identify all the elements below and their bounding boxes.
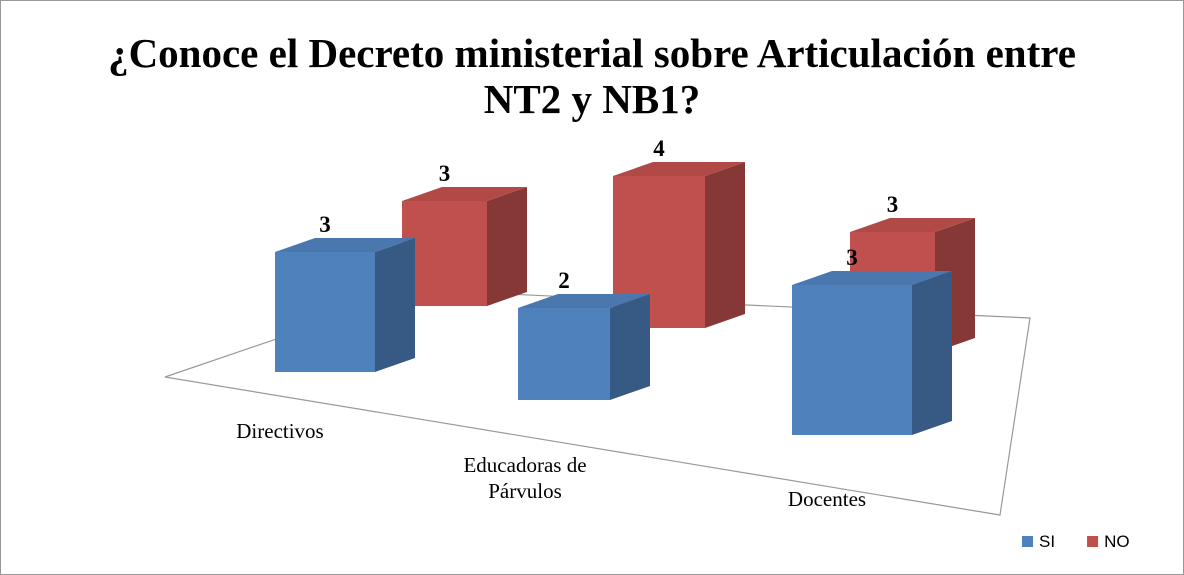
category-label: Docentes: [787, 487, 867, 511]
bar-top: [613, 162, 745, 176]
bar-top: [275, 238, 415, 252]
bar-side: [610, 294, 650, 400]
bar-side: [375, 238, 415, 372]
bar: [402, 201, 487, 306]
bar-top: [850, 218, 975, 232]
value-label: 3: [846, 245, 858, 270]
chart-title: ¿Conoce el Decreto ministerial sobre Art…: [108, 30, 1076, 122]
legend-swatch: [1087, 536, 1099, 547]
category-label: Educadoras de Párvulos: [463, 453, 587, 503]
bar-side: [487, 187, 527, 306]
bar-top: [402, 187, 527, 201]
value-label: 2: [558, 268, 570, 293]
legend-swatch: [1022, 536, 1033, 547]
category-label: Directivos: [236, 419, 324, 443]
legend-label: NO: [1104, 532, 1130, 551]
value-label: 3: [439, 161, 451, 186]
bar-top: [792, 271, 952, 285]
bar-top: [518, 294, 650, 308]
bar-side: [912, 271, 952, 435]
value-label: 3: [319, 212, 331, 237]
value-label: 4: [653, 136, 665, 161]
legend-label: SI: [1039, 532, 1055, 551]
bar: [518, 308, 610, 400]
bar: [792, 285, 912, 435]
value-label: 3: [887, 192, 899, 217]
bar: [275, 252, 375, 372]
bar-side: [705, 162, 745, 328]
